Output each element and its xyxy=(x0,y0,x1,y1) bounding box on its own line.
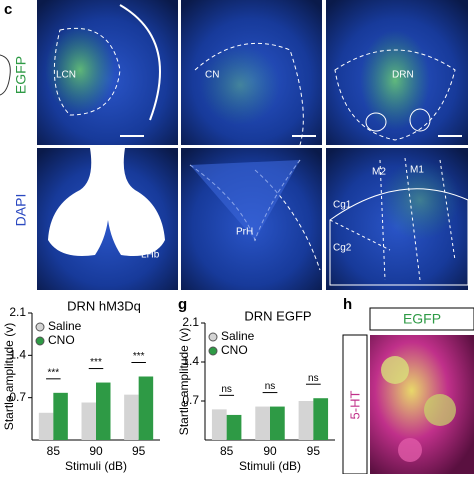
bar xyxy=(226,414,242,440)
label-box xyxy=(369,307,474,331)
legend-label: Saline xyxy=(48,319,82,333)
region-label: LHb xyxy=(141,250,160,261)
bar xyxy=(313,398,329,440)
chart-title: DRN EGFP xyxy=(244,308,311,323)
y-tick-label: 2.1 xyxy=(9,305,26,319)
scale-bar xyxy=(292,135,316,137)
region-label: DRN xyxy=(392,70,414,81)
bar xyxy=(38,412,54,440)
x-axis-label: Stimuli (dB) xyxy=(239,459,301,473)
x-axis-label: Stimuli (dB) xyxy=(65,459,127,473)
region-label: MHb xyxy=(52,235,74,246)
legend-marker xyxy=(35,322,45,332)
significance-label: ns xyxy=(265,381,276,392)
significance-label: *** xyxy=(90,357,102,368)
x-tick-label: 90 xyxy=(89,444,103,458)
bar xyxy=(255,406,270,440)
legend-marker xyxy=(35,336,45,346)
channel-label: DAPI xyxy=(13,194,29,227)
side-label: 5-HT xyxy=(347,390,362,419)
bar xyxy=(124,394,139,440)
bar xyxy=(298,401,314,440)
bar xyxy=(53,392,68,440)
channel-label: EGFP xyxy=(13,56,29,94)
cell xyxy=(381,356,409,384)
panel-title: EGFP xyxy=(403,311,441,327)
y-tick-label: 0.7 xyxy=(182,393,199,407)
bar xyxy=(81,402,96,440)
region-label: M2 xyxy=(372,167,386,178)
legend-label: CNO xyxy=(48,333,75,347)
legend-label: CNO xyxy=(221,343,248,357)
legend-label: Saline xyxy=(221,329,255,343)
micrographs xyxy=(37,0,469,290)
significance-label: *** xyxy=(133,351,145,362)
scale-bar xyxy=(438,135,462,137)
region-label: CN xyxy=(205,70,219,81)
y-axis-label: Startle amplitude (v) xyxy=(177,328,191,435)
y-tick-label: 2.1 xyxy=(182,315,199,329)
x-tick-label: 95 xyxy=(307,444,321,458)
label-box xyxy=(342,334,368,475)
region-label: Cg1 xyxy=(333,200,352,211)
cell xyxy=(398,438,422,462)
scale-bar xyxy=(120,135,144,137)
x-tick-label: 85 xyxy=(47,444,61,458)
panel-label: g xyxy=(178,296,187,313)
panel-label: c xyxy=(4,1,12,18)
y-tick-label: 1.4 xyxy=(9,348,26,362)
y-axis-label: Startle amplitude (v) xyxy=(2,323,16,430)
chart-title: DRN hM3Dq xyxy=(67,298,141,313)
micrograph xyxy=(370,335,474,474)
y-tick-label: 1.4 xyxy=(182,354,199,368)
region-label: LCN xyxy=(56,70,76,81)
bar xyxy=(96,382,111,440)
x-tick-label: 95 xyxy=(132,444,146,458)
cell xyxy=(424,394,456,426)
significance-label: ns xyxy=(221,384,232,395)
y-tick-label: 0.7 xyxy=(9,390,26,404)
region-label: PrH xyxy=(236,227,253,238)
x-tick-label: 90 xyxy=(263,444,277,458)
bar xyxy=(270,406,285,440)
region-label: Cg2 xyxy=(333,243,352,254)
legend-marker xyxy=(208,346,218,356)
legend-marker xyxy=(208,332,218,342)
x-tick-label: 85 xyxy=(220,444,234,458)
significance-label: ns xyxy=(308,373,319,384)
significance-label: *** xyxy=(47,367,59,378)
panel-label: h xyxy=(343,296,352,313)
region-label: M1 xyxy=(410,165,424,176)
bar xyxy=(211,409,227,440)
outline xyxy=(0,54,11,96)
bar xyxy=(138,376,154,440)
